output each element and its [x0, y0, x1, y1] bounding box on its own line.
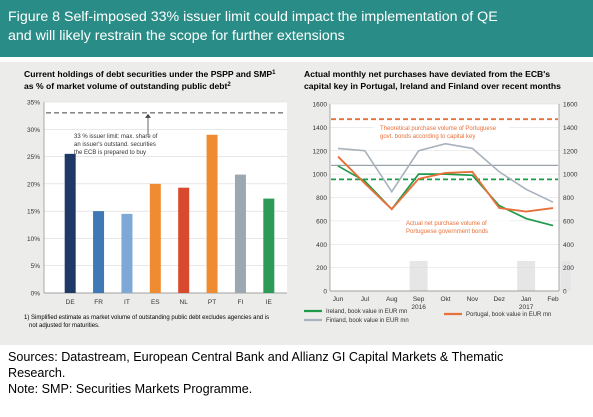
line-y-tick-label-right: 200	[563, 265, 574, 272]
line-x-tick-label: Nov	[467, 296, 479, 303]
figure-title-line2: and will likely restrain the scope for f…	[8, 28, 345, 44]
theoretical-label-text: Theoretical purchase volume of Portugues…	[380, 126, 497, 132]
note-line: Note: SMP: Securities Markets Programme.	[8, 382, 253, 396]
sources-line2: Research.	[8, 366, 66, 380]
line-x-tick-label: Jul	[361, 296, 370, 303]
bar-x-tick-label: FR	[94, 299, 103, 306]
chart-panel: Current holdings of debt securities unde…	[0, 62, 593, 345]
line-y-tick-label-right: 400	[563, 242, 574, 249]
bar-y-tick-label: 25%	[27, 154, 40, 161]
bar-plot-area	[44, 102, 287, 293]
line-x-tick-label: Jun	[333, 296, 344, 303]
bar-x-tick-label: FI	[238, 299, 244, 306]
line-y-tick-label-right: 600	[563, 218, 574, 225]
line-x-tick-label: Jan	[521, 296, 532, 303]
bar-y-tick-label: 15%	[27, 209, 40, 216]
line-y-tick-label-right: 1200	[563, 148, 578, 155]
bar-x-tick-label: PT	[208, 299, 216, 306]
bar-y-tick-label: 0%	[31, 291, 41, 298]
figure-header: Figure 8 Self-imposed 33% issuer limit c…	[0, 0, 593, 57]
line-y-tick-label-right: 1000	[563, 172, 578, 179]
bar-y-tick-label: 10%	[27, 236, 40, 243]
bar-fr	[93, 211, 105, 293]
line-x-tick-label: Sep	[413, 296, 425, 303]
bar-nl	[178, 187, 190, 293]
sources-line1: Sources: Datastream, European Central Ba…	[8, 350, 504, 364]
actual-label-text: Actual net purchase volume of	[406, 221, 487, 227]
line-y-tick-label-left: 0	[323, 289, 327, 296]
line-y-tick-label-left: 1000	[313, 172, 328, 179]
line-year-label: 2017	[519, 304, 534, 311]
bar-y-tick-label: 30%	[27, 127, 40, 134]
line-x-tick-label: Dez	[493, 296, 505, 303]
shade-sep	[409, 261, 428, 291]
line-y-tick-label-left: 1400	[313, 125, 328, 132]
legend-label-ireland: Ireland, book value in EUR mn	[326, 309, 407, 315]
bar-x-tick-label: IT	[124, 299, 130, 306]
theoretical-label-bg	[374, 123, 509, 143]
line-y-tick-label-left: 600	[316, 218, 327, 225]
bar-footnote-line2: not adjusted for maturities.	[29, 323, 100, 329]
line-y-tick-label-left: 1600	[313, 102, 328, 109]
line-y-tick-label-right: 0	[563, 289, 567, 296]
line-chart-title-line1: Actual monthly net purchases have deviat…	[304, 69, 550, 79]
bar-it	[121, 213, 133, 293]
line-y-tick-label-right: 1400	[563, 125, 578, 132]
series-line-ireland	[337, 165, 554, 227]
bar-chart-title-line1: Current holdings of debt securities unde…	[24, 69, 276, 79]
limit-annotation-arrowhead	[145, 113, 151, 118]
limit-annotation-text: the ECB is prepared to buy	[74, 150, 146, 156]
line-y-tick-label-left: 200	[316, 265, 327, 272]
series-line-portugal	[337, 155, 554, 213]
bar-x-tick-label: NL	[180, 299, 189, 306]
line-y-tick-label-left: 800	[316, 195, 327, 202]
figure-title-line1: Figure 8 Self-imposed 33% issuer limit c…	[8, 9, 498, 25]
bar-ie	[263, 198, 275, 293]
bar-y-tick-label: 20%	[27, 181, 40, 188]
line-year-label: 2016	[411, 304, 426, 311]
bar-y-tick-label: 35%	[27, 100, 40, 107]
legend-label-portugal: Portugal, book value in EUR mn	[466, 312, 551, 318]
line-x-tick-label: Okt	[440, 296, 450, 303]
shade-jan	[517, 261, 536, 291]
bar-x-tick-label: IE	[266, 299, 273, 306]
line-y-tick-label-left: 400	[316, 242, 327, 249]
shade-right	[561, 261, 571, 291]
series-line-finland	[337, 142, 554, 203]
line-y-tick-label-right: 800	[563, 195, 574, 202]
legend-label-finland: Finland, book value in EUR mn	[326, 318, 409, 324]
line-chart-title-line2: capital key in Portugal, Ireland and Fin…	[304, 81, 561, 91]
bar-chart: Current holdings of debt securities unde…	[24, 69, 287, 329]
bar-x-tick-label: ES	[151, 299, 160, 306]
bar-y-tick-label: 5%	[31, 263, 41, 270]
line-y-tick-label-right: 1600	[563, 102, 578, 109]
line-y-tick-label-left: 1200	[313, 148, 328, 155]
line-x-tick-label: Feb	[547, 296, 559, 303]
line-chart: Actual monthly net purchases have deviat…	[304, 69, 578, 324]
bar-pt	[206, 134, 218, 293]
bar-es	[149, 183, 161, 293]
sources-note: Sources: Datastream, European Central Ba…	[8, 349, 588, 397]
line-x-tick-label: Aug	[386, 296, 398, 303]
bar-chart-title-line2: as % of market volume of outstanding pub…	[24, 81, 231, 91]
limit-annotation-text: an issuer's outstand. securities	[74, 142, 156, 148]
bar-de	[64, 153, 76, 293]
bar-fi	[234, 174, 246, 293]
actual-label-bg	[400, 218, 510, 237]
bar-x-tick-label: DE	[66, 299, 76, 306]
actual-label-text: Portuguese government bonds	[406, 229, 488, 235]
theoretical-label-text: govt. bonds according to capital key	[380, 134, 475, 140]
bar-footnote-line1: 1) Simplified estimate as market volume …	[24, 315, 269, 321]
limit-annotation-text: 33 % issuer limit: max. share of	[74, 134, 158, 140]
